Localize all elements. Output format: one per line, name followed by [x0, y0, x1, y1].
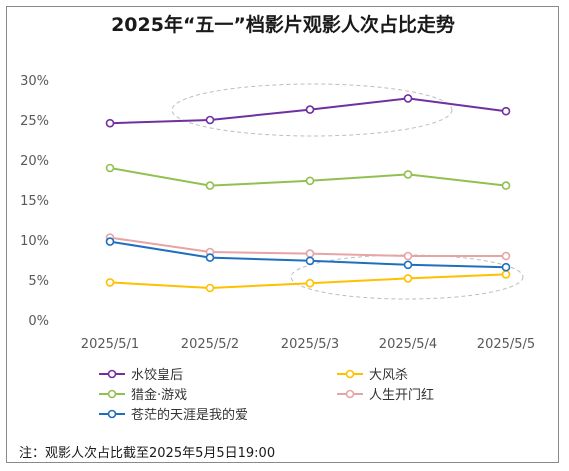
legend-item: 水饺皇后	[99, 368, 183, 383]
data-point	[501, 181, 511, 190]
data-point	[305, 249, 315, 258]
data-point	[403, 274, 413, 283]
data-point	[105, 163, 115, 173]
data-point	[105, 118, 115, 128]
legend-item: 猎金·游戏	[99, 387, 187, 403]
footnote: 注：观影人次占比截至2025年5月5日19:00	[19, 445, 275, 461]
legend-item: 苍茫的天涯是我的爱	[99, 407, 248, 423]
legend-swatch-marker	[345, 389, 355, 399]
data-point	[403, 170, 413, 179]
data-point	[105, 237, 115, 246]
data-point	[403, 251, 413, 261]
highlight-ellipse-top	[171, 83, 453, 137]
chart-title: 2025年“五一”档影片观影人次占比走势	[111, 13, 455, 36]
data-point	[501, 262, 511, 272]
x-tick-label: 2025/5/3	[281, 337, 339, 352]
y-tick-label: 20%	[20, 154, 49, 169]
series-5	[105, 237, 511, 272]
y-tick-label: 25%	[20, 114, 49, 129]
y-tick-label: 30%	[20, 74, 49, 89]
data-point	[403, 260, 413, 270]
data-point	[501, 251, 511, 261]
highlight-ellipse-bottom	[290, 254, 524, 300]
data-point	[205, 253, 215, 262]
y-tick-label: 5%	[28, 274, 49, 289]
legend-label: 人生开门红	[369, 387, 434, 403]
y-tick-label: 0%	[28, 314, 49, 329]
data-point	[501, 106, 511, 116]
y-tick-label: 15%	[20, 194, 49, 209]
series-4	[105, 233, 511, 261]
legend-label: 猎金·游戏	[131, 387, 187, 403]
highlight-ellipses	[171, 83, 524, 300]
legend-item: 人生开门红	[337, 387, 434, 403]
legend-swatch-marker	[107, 409, 117, 419]
legend-swatch-marker	[107, 389, 117, 399]
y-tick-label: 10%	[20, 234, 49, 249]
data-point	[305, 105, 315, 114]
legend-label: 大风杀	[369, 368, 408, 383]
legend-swatch-marker	[107, 369, 117, 379]
series-lines	[105, 94, 511, 293]
data-point	[501, 270, 511, 279]
data-point	[305, 256, 315, 266]
legend-label: 苍茫的天涯是我的爱	[131, 407, 248, 423]
legend-swatch-marker	[345, 369, 355, 379]
data-point	[305, 176, 315, 186]
series-3	[105, 163, 511, 190]
legend-label: 水饺皇后	[131, 368, 183, 383]
x-tick-label: 2025/5/1	[81, 337, 139, 352]
x-axis: 2025/5/1 2025/5/2 2025/5/3 2025/5/4 2025/5/5	[81, 337, 535, 352]
data-point	[205, 115, 215, 125]
data-point	[205, 283, 215, 293]
data-point	[105, 278, 115, 287]
chart-frame: 2025年“五一”档影片观影人次占比走势 0% 5% 10% 15% 20% 25% 30%…	[6, 6, 559, 463]
series-1	[105, 94, 511, 128]
x-tick-label: 2025/5/4	[379, 337, 437, 352]
legend-item: 大风杀	[337, 368, 408, 383]
x-tick-label: 2025/5/5	[477, 337, 535, 352]
data-point	[403, 94, 413, 103]
x-tick-label: 2025/5/2	[181, 337, 239, 352]
y-axis: 0% 5% 10% 15% 20% 25% 30%	[20, 74, 49, 329]
data-point	[205, 181, 215, 190]
data-point	[305, 278, 315, 288]
line-chart: 2025年“五一”档影片观影人次占比走势 0% 5% 10% 15% 20% 25% 30%…	[19, 13, 535, 461]
